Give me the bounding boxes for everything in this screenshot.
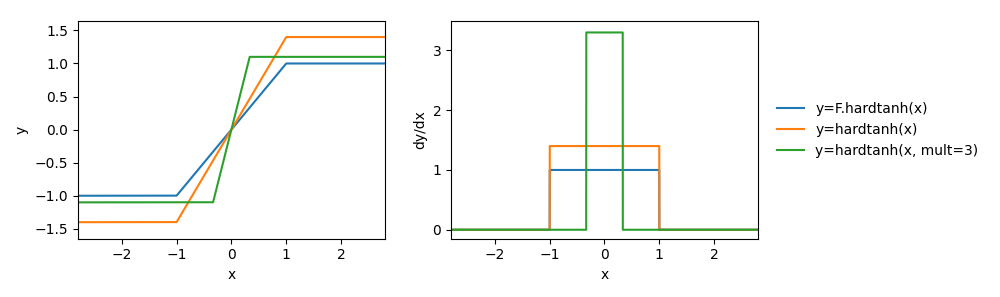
y=F.hardtanh(x) — [280, 62, 292, 65]
y=F.hardtanh(x) — [643, 168, 655, 172]
y=hardtanh(x) — [68, 220, 80, 224]
y=hardtanh(x, mult=3) — [442, 228, 454, 232]
y=hardtanh(x) — [474, 228, 486, 232]
y=hardtanh(x) — [643, 144, 655, 148]
y=hardtanh(x) — [544, 144, 556, 148]
y=hardtanh(x) — [280, 35, 292, 39]
y=hardtanh(x) — [270, 52, 282, 55]
y=hardtanh(x, mult=3) — [390, 55, 402, 59]
y=F.hardtanh(x) — [359, 62, 371, 65]
X-axis label: x: x — [227, 268, 235, 282]
y=hardtanh(x, mult=3) — [359, 55, 371, 59]
y=F.hardtanh(x) — [474, 228, 486, 232]
y=hardtanh(x) — [359, 35, 371, 39]
y=hardtanh(x) — [434, 228, 446, 232]
Line: y=hardtanh(x): y=hardtanh(x) — [440, 146, 769, 230]
y=hardtanh(x, mult=3) — [763, 228, 775, 232]
y=F.hardtanh(x) — [234, 117, 246, 121]
y=hardtanh(x, mult=3) — [580, 31, 592, 34]
y=hardtanh(x, mult=3) — [234, 93, 246, 96]
Y-axis label: dy/dx: dy/dx — [413, 110, 427, 149]
y=hardtanh(x, mult=3) — [68, 200, 80, 204]
Line: y=hardtanh(x): y=hardtanh(x) — [67, 37, 396, 222]
y=F.hardtanh(x) — [270, 74, 282, 77]
y=F.hardtanh(x) — [732, 228, 744, 232]
y=hardtanh(x) — [747, 228, 759, 232]
y=hardtanh(x, mult=3) — [374, 55, 386, 59]
y=F.hardtanh(x) — [434, 228, 446, 232]
y=hardtanh(x) — [61, 220, 73, 224]
y=F.hardtanh(x) — [607, 168, 619, 172]
y=F.hardtanh(x) — [61, 194, 73, 198]
y=F.hardtanh(x) — [374, 62, 386, 65]
y=hardtanh(x, mult=3) — [101, 200, 113, 204]
y=hardtanh(x) — [442, 228, 454, 232]
X-axis label: x: x — [600, 268, 609, 282]
y=hardtanh(x, mult=3) — [270, 55, 282, 59]
y=hardtanh(x, mult=3) — [732, 228, 744, 232]
y=hardtanh(x) — [390, 35, 402, 39]
y=F.hardtanh(x) — [390, 62, 402, 65]
y=F.hardtanh(x) — [763, 228, 775, 232]
y=hardtanh(x) — [374, 35, 386, 39]
Line: y=F.hardtanh(x): y=F.hardtanh(x) — [67, 64, 396, 196]
y=F.hardtanh(x) — [442, 228, 454, 232]
y=hardtanh(x) — [607, 144, 619, 148]
y=hardtanh(x, mult=3) — [61, 200, 73, 204]
y=F.hardtanh(x) — [101, 194, 113, 198]
y=hardtanh(x) — [763, 228, 775, 232]
y=hardtanh(x) — [101, 220, 113, 224]
Y-axis label: y: y — [15, 126, 29, 134]
y=hardtanh(x) — [234, 113, 246, 116]
Legend: y=F.hardtanh(x), y=hardtanh(x), y=hardtanh(x, mult=3): y=F.hardtanh(x), y=hardtanh(x), y=hardta… — [771, 96, 984, 163]
y=F.hardtanh(x) — [747, 228, 759, 232]
y=hardtanh(x, mult=3) — [244, 55, 256, 59]
Line: y=F.hardtanh(x): y=F.hardtanh(x) — [440, 170, 769, 230]
y=hardtanh(x, mult=3) — [474, 228, 486, 232]
y=hardtanh(x) — [732, 228, 744, 232]
Line: y=hardtanh(x, mult=3): y=hardtanh(x, mult=3) — [67, 57, 396, 202]
y=F.hardtanh(x) — [68, 194, 80, 198]
y=F.hardtanh(x) — [544, 168, 556, 172]
Line: y=hardtanh(x, mult=3): y=hardtanh(x, mult=3) — [440, 32, 769, 230]
y=hardtanh(x, mult=3) — [434, 228, 446, 232]
y=hardtanh(x, mult=3) — [607, 31, 619, 34]
y=hardtanh(x, mult=3) — [747, 228, 759, 232]
y=hardtanh(x, mult=3) — [643, 228, 655, 232]
